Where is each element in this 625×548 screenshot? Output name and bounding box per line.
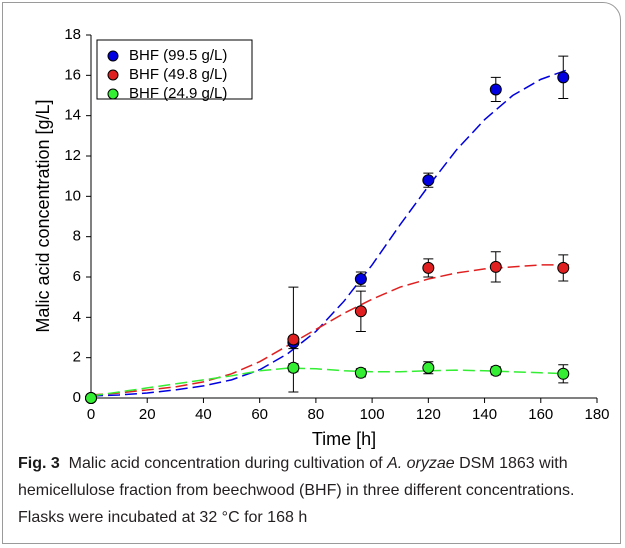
legend-box — [96, 39, 253, 100]
x-tick-label: 100 — [360, 406, 385, 423]
y-tick-label: 12 — [64, 147, 81, 164]
data-point — [354, 366, 367, 379]
data-point — [422, 174, 435, 187]
data-point — [557, 261, 570, 274]
y-tick-label: 18 — [64, 26, 81, 43]
data-point — [422, 361, 435, 374]
data-point — [557, 71, 570, 84]
legend-marker — [107, 50, 119, 62]
data-point — [489, 364, 502, 377]
y-tick-label: 10 — [64, 187, 81, 204]
legend-label: BHF (99.5 g/L) — [129, 47, 227, 64]
caption-species: A. oryzae — [387, 455, 455, 472]
y-tick-label: 4 — [73, 308, 81, 325]
caption: Fig. 3 Malic acid concentration during c… — [18, 450, 608, 531]
data-point — [287, 333, 300, 346]
fit-line — [90, 68, 570, 397]
y-tick-label: 2 — [73, 349, 81, 366]
caption-text: DSM 1863 with hemicellulose fraction fro… — [18, 455, 575, 526]
data-point — [489, 83, 502, 96]
x-tick-label: 60 — [251, 406, 268, 423]
legend-marker — [107, 69, 119, 81]
legend-label: BHF (49.8 g/L) — [129, 66, 227, 83]
y-tick-label: 8 — [73, 228, 81, 245]
x-tick-label: 140 — [472, 406, 497, 423]
caption-text: Malic acid concentration during cultivat… — [68, 455, 388, 472]
y-tick-label: 0 — [73, 389, 81, 406]
data-point — [85, 392, 97, 404]
fit-line — [90, 367, 569, 397]
y-axis-label: Malic acid concentration [g/L] — [33, 99, 53, 332]
legend-marker — [107, 88, 119, 100]
x-tick-label: 80 — [308, 406, 325, 423]
data-point — [489, 260, 502, 273]
figure-frame — [2, 2, 621, 544]
x-tick-label: 160 — [528, 406, 553, 423]
legend-label: BHF (24.9 g/L) — [129, 85, 227, 102]
caption-label: Fig. 3 — [18, 455, 60, 472]
y-tick-label: 6 — [73, 268, 81, 285]
x-axis-label: Time [h] — [312, 429, 376, 449]
y-tick-label: 16 — [64, 66, 81, 83]
x-tick-label: 120 — [416, 406, 441, 423]
data-point — [557, 367, 570, 380]
x-tick-label: 0 — [87, 406, 95, 423]
data-point — [287, 361, 300, 374]
y-tick-label: 14 — [64, 107, 81, 124]
x-tick-label: 20 — [139, 406, 156, 423]
data-point — [422, 261, 435, 274]
data-point — [354, 273, 367, 286]
x-tick-label: 40 — [195, 406, 212, 423]
data-point — [354, 305, 367, 318]
x-tick-label: 180 — [584, 406, 609, 423]
